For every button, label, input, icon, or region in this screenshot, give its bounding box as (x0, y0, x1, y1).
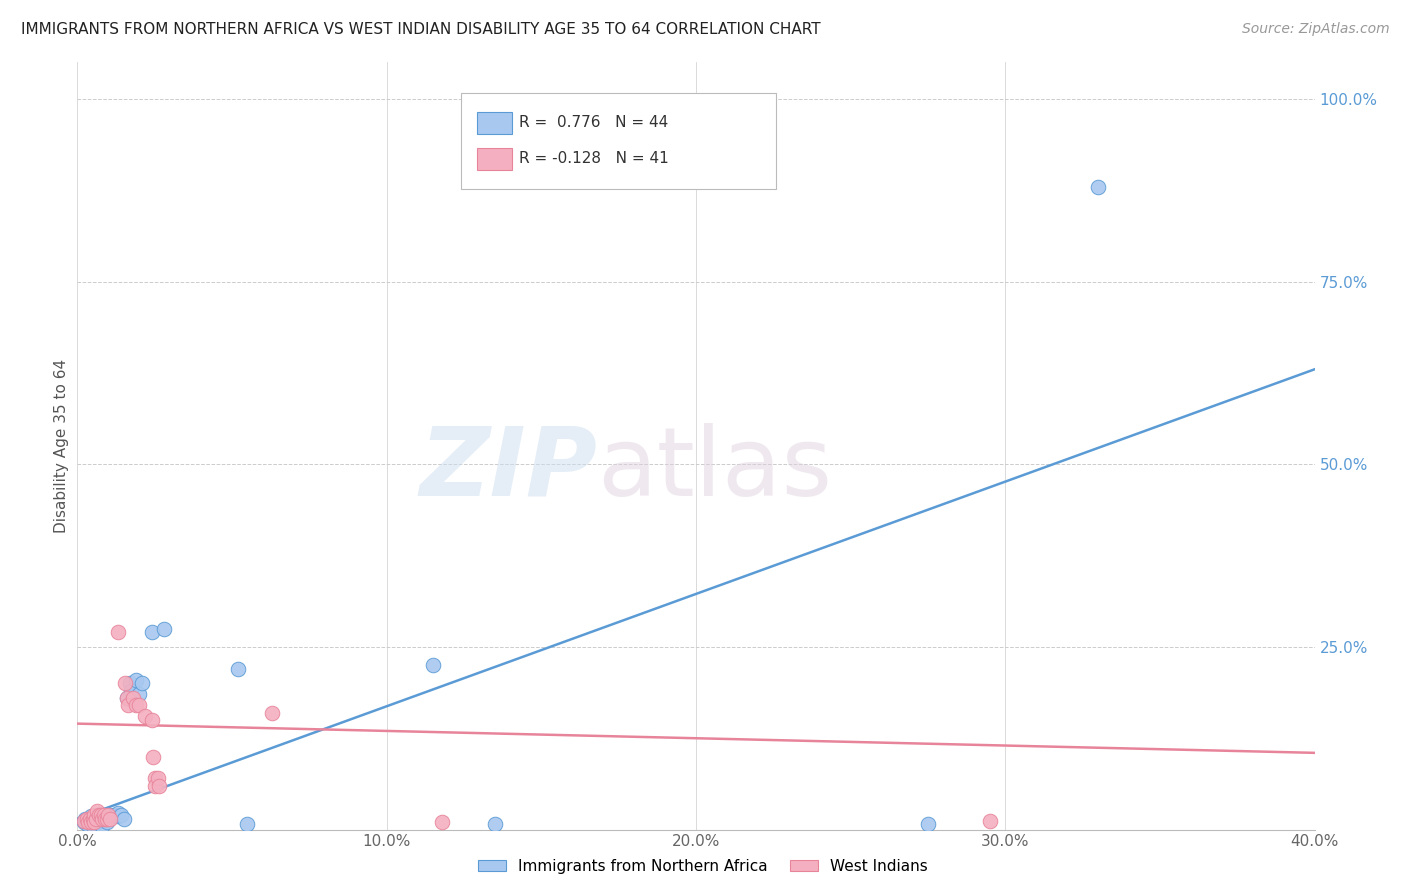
Point (90, 812, 111, 826)
Point (112, 812, 135, 826)
Point (143, 779, 166, 793)
Point (115, 691, 138, 706)
Text: R = -0.128   N = 41: R = -0.128 N = 41 (519, 151, 669, 166)
Point (226, 662, 249, 676)
Point (115, 691, 138, 706)
Point (84, 815, 107, 830)
Point (75, 812, 96, 826)
Point (82, 812, 104, 826)
Point (1087, 179, 1109, 194)
Point (80, 809, 103, 823)
Point (96, 815, 118, 830)
Point (97, 808, 120, 822)
Point (917, 816, 939, 830)
Point (91, 812, 114, 826)
Point (262, 706, 284, 720)
FancyBboxPatch shape (461, 93, 776, 189)
Point (90, 808, 111, 822)
Point (82, 819, 104, 833)
Point (83, 808, 105, 822)
Text: Source: ZipAtlas.com: Source: ZipAtlas.com (1241, 22, 1389, 37)
Point (432, 815, 454, 830)
Legend: Immigrants from Northern Africa, West Indians: Immigrants from Northern Africa, West In… (472, 853, 934, 880)
Point (107, 625, 129, 640)
Point (76, 812, 98, 826)
Point (979, 814, 1001, 828)
Bar (477, 112, 512, 134)
Point (128, 698, 150, 713)
Point (117, 698, 139, 713)
Point (141, 713, 163, 727)
Point (128, 687, 150, 701)
Point (84, 809, 107, 823)
Point (110, 808, 132, 822)
Point (103, 808, 125, 822)
Point (84, 812, 107, 826)
Point (142, 749, 165, 764)
Point (148, 779, 170, 793)
Point (134, 709, 156, 723)
Point (125, 698, 148, 713)
Point (114, 676, 136, 690)
Point (80, 815, 103, 830)
Point (72, 814, 94, 828)
Point (77, 815, 100, 830)
Point (87, 814, 110, 828)
Bar (477, 148, 512, 169)
Point (82, 812, 104, 826)
Text: atlas: atlas (598, 423, 832, 516)
Point (77, 814, 100, 828)
Point (91, 819, 114, 833)
Point (118, 676, 141, 690)
Point (141, 625, 163, 640)
Point (125, 673, 148, 687)
Point (97, 808, 120, 822)
Point (131, 676, 153, 690)
Point (153, 622, 176, 636)
Point (94, 812, 117, 826)
Point (96, 812, 118, 826)
Point (146, 772, 169, 786)
Text: IMMIGRANTS FROM NORTHERN AFRICA VS WEST INDIAN DISABILITY AGE 35 TO 64 CORRELATI: IMMIGRANTS FROM NORTHERN AFRICA VS WEST … (21, 22, 821, 37)
Point (121, 683, 143, 698)
Point (100, 809, 122, 823)
Point (107, 806, 129, 821)
Point (236, 816, 259, 830)
Point (98, 812, 121, 826)
Point (76, 816, 98, 830)
Point (143, 772, 166, 786)
Point (422, 658, 444, 673)
Point (107, 809, 129, 823)
Y-axis label: Disability Age 35 to 64: Disability Age 35 to 64 (53, 359, 69, 533)
Point (484, 816, 506, 830)
Point (122, 691, 145, 706)
Point (86, 805, 108, 819)
Point (79, 815, 101, 830)
Point (94, 812, 117, 826)
Text: R =  0.776   N = 44: R = 0.776 N = 44 (519, 115, 668, 129)
Point (93, 808, 115, 822)
Point (72, 815, 94, 830)
Point (86, 808, 108, 822)
Point (83, 815, 105, 830)
Point (87, 808, 110, 822)
Point (79, 812, 101, 826)
Point (93, 808, 115, 822)
Text: ZIP: ZIP (419, 423, 598, 516)
